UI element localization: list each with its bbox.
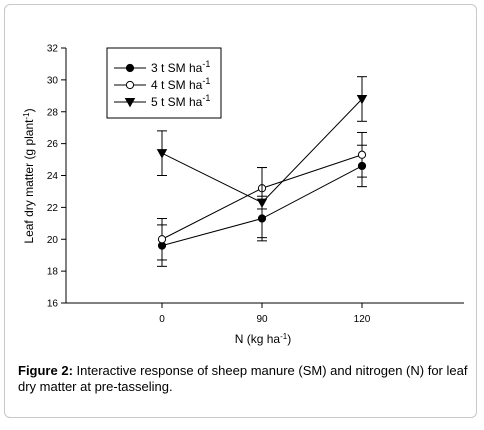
legend-label-base: 4 t SM ha bbox=[151, 78, 203, 92]
y-tick-label: 22 bbox=[47, 203, 59, 214]
caption-text: Interactive response of sheep manure (SM… bbox=[18, 363, 468, 394]
x-axis-title-base: N (kg ha bbox=[235, 332, 281, 346]
y-axis-title-tail: ) bbox=[22, 108, 36, 112]
legend-label-base: 3 t SM ha bbox=[151, 61, 203, 75]
chart-legend: 3 t SM ha-14 t SM ha-15 t SM ha-1 bbox=[106, 47, 222, 119]
legend-label-base: 5 t SM ha bbox=[151, 95, 203, 109]
figure-caption: Figure 2: Interactive response of sheep … bbox=[18, 363, 468, 395]
chart-axes: 16 18 20 22 24 26 28 30 32 0 90 120 bbox=[47, 44, 464, 325]
x-tick-label: 120 bbox=[354, 314, 371, 325]
legend-marker bbox=[124, 97, 136, 108]
y-tick-label: 24 bbox=[47, 171, 59, 182]
data-point bbox=[356, 94, 368, 105]
legend-box bbox=[106, 47, 222, 119]
legend-label: 5 t SM ha-1 bbox=[151, 93, 210, 109]
y-tick-label: 32 bbox=[47, 44, 59, 55]
y-tick-label: 26 bbox=[47, 139, 59, 150]
caption-label: Figure 2: bbox=[18, 363, 73, 378]
x-axis-title-tail: ) bbox=[287, 332, 291, 346]
x-axis-title: N (kg ha-1) bbox=[235, 332, 291, 347]
figure-frame bbox=[4, 4, 477, 418]
legend-label: 3 t SM ha-1 bbox=[151, 59, 210, 75]
y-tick-label: 30 bbox=[47, 75, 59, 86]
data-point bbox=[256, 198, 268, 209]
y-tick-label: 16 bbox=[47, 299, 59, 310]
data-point bbox=[156, 149, 168, 159]
legend-label-sup: -1 bbox=[202, 59, 210, 69]
x-tick-label: 0 bbox=[159, 314, 165, 325]
y-axis-title-base: Leaf dry matter (g plant bbox=[22, 119, 36, 244]
data-point bbox=[157, 235, 167, 244]
y-axis-title: Leaf dry matter (g plant-1) bbox=[22, 108, 37, 243]
x-tick-label: 90 bbox=[256, 314, 268, 325]
legend-marker bbox=[125, 63, 135, 73]
legend-label-sup: -1 bbox=[202, 93, 210, 103]
data-point bbox=[357, 150, 367, 159]
y-tick-label: 18 bbox=[47, 267, 59, 278]
x-axis-title-sup: -1 bbox=[280, 332, 288, 341]
y-tick-label: 28 bbox=[47, 107, 59, 118]
legend-label-sup: -1 bbox=[202, 76, 210, 86]
series-3 bbox=[156, 76, 368, 239]
legend-marker bbox=[125, 80, 135, 90]
series-layer bbox=[156, 76, 368, 267]
y-axis-title-sup: -1 bbox=[22, 112, 31, 120]
y-tick-label: 20 bbox=[47, 235, 59, 246]
legend-label: 4 t SM ha-1 bbox=[151, 76, 210, 92]
